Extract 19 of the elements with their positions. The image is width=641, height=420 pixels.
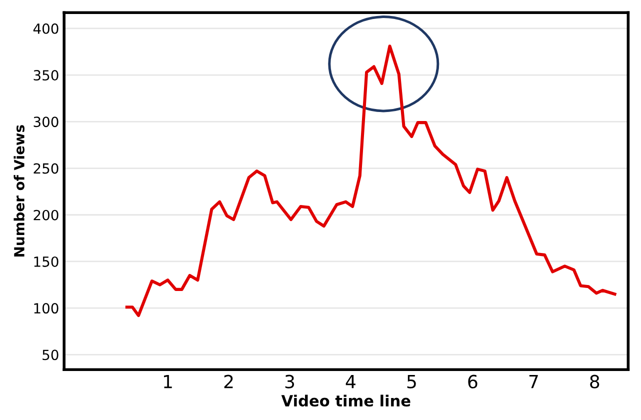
x-axis-title: Video time line [281, 394, 410, 407]
line-series [125, 44, 616, 318]
y-axis-title: Number of Views [14, 125, 24, 256]
x-tick-label: 5 [407, 375, 416, 388]
y-tick-label: 200 [34, 210, 58, 220]
x-tick-label: 6 [468, 374, 478, 388]
y-tick-label: 150 [34, 256, 58, 267]
y-tick-label: 50 [42, 350, 58, 360]
x-tick-label: 3 [285, 374, 294, 388]
y-tick-label: 250 [34, 163, 58, 174]
y-tick-label: 300 [34, 116, 58, 128]
x-tick-label: 4 [346, 375, 356, 388]
y-tick-label: 350 [34, 70, 58, 81]
x-tick-label: 2 [224, 374, 233, 388]
y-tick-label: 400 [33, 23, 58, 34]
x-tick-label: 8 [590, 374, 600, 388]
x-tick-label: 7 [529, 375, 538, 388]
x-tick-label: 1 [164, 375, 172, 388]
y-tick-label: 100 [34, 303, 58, 314]
